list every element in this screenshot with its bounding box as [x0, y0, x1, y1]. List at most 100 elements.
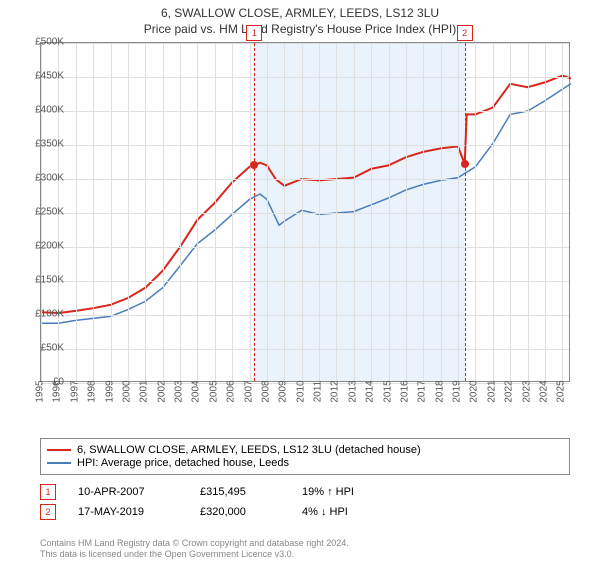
- legend-row: HPI: Average price, detached house, Leed…: [47, 457, 563, 469]
- x-axis-label: 1998: [87, 380, 98, 402]
- gridline-v: [475, 43, 476, 381]
- gridline-v: [493, 43, 494, 381]
- chart-container: 6, SWALLOW CLOSE, ARMLEY, LEEDS, LS12 3L…: [0, 6, 600, 566]
- annotation-number-box: 1: [40, 484, 56, 500]
- gridline-v: [111, 43, 112, 381]
- y-axis-label: £250K: [35, 207, 64, 218]
- gridline-v: [93, 43, 94, 381]
- x-axis-label: 2017: [417, 380, 428, 402]
- gridline-v: [284, 43, 285, 381]
- annotation-row: 1 10-APR-2007 £315,495 19% ↑ HPI: [40, 484, 570, 500]
- annotation-number-box: 2: [40, 504, 56, 520]
- y-axis-label: £500K: [35, 37, 64, 48]
- gridline-v: [250, 43, 251, 381]
- x-axis-label: 2020: [469, 380, 480, 402]
- x-axis-label: 2021: [486, 380, 497, 402]
- gridline-v: [302, 43, 303, 381]
- x-axis-label: 1999: [104, 380, 115, 402]
- x-axis-label: 2022: [504, 380, 515, 402]
- x-axis-label: 2001: [139, 380, 150, 402]
- x-axis-label: 2016: [399, 380, 410, 402]
- gridline-v: [197, 43, 198, 381]
- event-dot: [250, 161, 258, 169]
- gridline-v: [180, 43, 181, 381]
- gridline-v: [145, 43, 146, 381]
- gridline-v: [458, 43, 459, 381]
- gridline-v: [336, 43, 337, 381]
- gridline-v: [389, 43, 390, 381]
- x-axis-label: 2025: [556, 380, 567, 402]
- gridline-h: [41, 247, 569, 248]
- gridline-v: [215, 43, 216, 381]
- x-axis-label: 2023: [521, 380, 532, 402]
- annotation-delta: 19% ↑ HPI: [302, 486, 354, 498]
- annotation-row: 2 17-MAY-2019 £320,000 4% ↓ HPI: [40, 504, 570, 520]
- footer-credit: Contains HM Land Registry data © Crown c…: [40, 538, 349, 560]
- event-number-box: 1: [246, 25, 262, 41]
- annotation-delta: 4% ↓ HPI: [302, 506, 348, 518]
- x-axis-label: 2008: [260, 380, 271, 402]
- gridline-v: [545, 43, 546, 381]
- gridline-v: [319, 43, 320, 381]
- x-axis-label: 2015: [382, 380, 393, 402]
- x-axis-label: 2005: [208, 380, 219, 402]
- series-line: [41, 84, 571, 323]
- event-number-box: 2: [457, 25, 473, 41]
- gridline-h: [41, 43, 569, 44]
- annotation-price: £320,000: [200, 506, 280, 518]
- annotation-date: 10-APR-2007: [78, 486, 178, 498]
- legend-row: 6, SWALLOW CLOSE, ARMLEY, LEEDS, LS12 3L…: [47, 444, 563, 456]
- event-vline: [465, 43, 466, 381]
- event-vline: [254, 43, 255, 381]
- gridline-h: [41, 145, 569, 146]
- y-axis-label: £100K: [35, 309, 64, 320]
- y-axis-label: £200K: [35, 241, 64, 252]
- gridline-v: [232, 43, 233, 381]
- gridline-v: [528, 43, 529, 381]
- chart-area: 12 £0£50K£100K£150K£200K£250K£300K£350K£…: [40, 42, 600, 412]
- gridline-h: [41, 179, 569, 180]
- y-axis-label: £350K: [35, 139, 64, 150]
- annotation-price: £315,495: [200, 486, 280, 498]
- x-axis-label: 2000: [121, 380, 132, 402]
- gridline-h: [41, 281, 569, 282]
- x-axis-label: 2009: [278, 380, 289, 402]
- x-axis-label: 1997: [69, 380, 80, 402]
- x-axis-label: 2007: [243, 380, 254, 402]
- x-axis-label: 2019: [452, 380, 463, 402]
- event-annotations: 1 10-APR-2007 £315,495 19% ↑ HPI 2 17-MAY-201…: [40, 484, 570, 524]
- gridline-v: [267, 43, 268, 381]
- x-axis-label: 2018: [434, 380, 445, 402]
- gridline-v: [354, 43, 355, 381]
- x-axis-label: 1995: [35, 380, 46, 402]
- chart-subtitle: Price paid vs. HM Land Registry's House …: [0, 22, 600, 36]
- y-axis-label: £400K: [35, 105, 64, 116]
- gridline-h: [41, 111, 569, 112]
- x-axis-label: 2014: [365, 380, 376, 402]
- x-axis-label: 2013: [347, 380, 358, 402]
- gridline-v: [128, 43, 129, 381]
- x-axis-label: 2024: [538, 380, 549, 402]
- y-axis-label: £300K: [35, 173, 64, 184]
- gridline-v: [371, 43, 372, 381]
- gridline-v: [423, 43, 424, 381]
- event-dot: [461, 160, 469, 168]
- legend-label: HPI: Average price, detached house, Leed…: [77, 457, 289, 469]
- legend-swatch: [47, 449, 71, 451]
- gridline-v: [406, 43, 407, 381]
- gridline-h: [41, 213, 569, 214]
- x-axis-label: 2003: [174, 380, 185, 402]
- x-axis-label: 2011: [313, 381, 324, 403]
- gridline-v: [510, 43, 511, 381]
- annotation-date: 17-MAY-2019: [78, 506, 178, 518]
- gridline-v: [163, 43, 164, 381]
- gridline-v: [441, 43, 442, 381]
- gridline-v: [562, 43, 563, 381]
- gridline-h: [41, 315, 569, 316]
- footer-line-1: Contains HM Land Registry data © Crown c…: [40, 538, 349, 549]
- legend-box: 6, SWALLOW CLOSE, ARMLEY, LEEDS, LS12 3L…: [40, 438, 570, 475]
- x-axis-label: 2006: [226, 380, 237, 402]
- footer-line-2: This data is licensed under the Open Gov…: [40, 549, 349, 560]
- chart-title: 6, SWALLOW CLOSE, ARMLEY, LEEDS, LS12 3L…: [0, 6, 600, 20]
- x-axis-label: 2012: [330, 380, 341, 402]
